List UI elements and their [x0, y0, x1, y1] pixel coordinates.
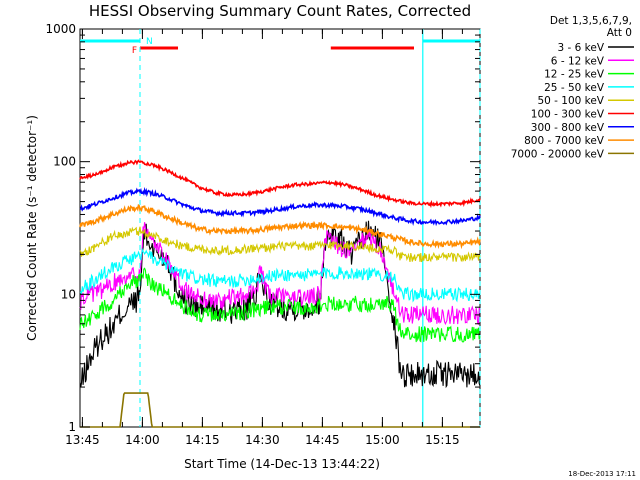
- legend-entry-label: 50 - 100 keV: [537, 95, 604, 107]
- y-axis-title: Corrected Count Rate (s⁻¹ detector⁻¹): [25, 115, 39, 341]
- x-tick-label: 14:00: [125, 433, 160, 447]
- legend-entry-label: 300 - 800 keV: [531, 122, 605, 134]
- x-tick-label: 14:45: [305, 433, 340, 447]
- y-tick-label: 1: [68, 420, 76, 434]
- legend-entry-label: 3 - 6 keV: [557, 42, 604, 54]
- legend-entry-label: 100 - 300 keV: [531, 109, 605, 121]
- series-lines: [79, 159, 481, 428]
- flag-n-label: N: [146, 37, 153, 47]
- x-tick-label: 14:15: [185, 433, 220, 447]
- legend-header: Det 1,3,5,6,7,9,: [550, 15, 632, 27]
- x-axis-title: Start Time (14-Dec-13 13:44:22): [184, 457, 380, 471]
- flag-f-label: F: [132, 46, 137, 56]
- series-line: [80, 392, 480, 428]
- series-line: [79, 186, 481, 227]
- x-tick-label: 13:45: [65, 433, 100, 447]
- y-tick-label: 1000: [45, 22, 76, 36]
- series-line: [79, 226, 481, 263]
- y-tick-label: 100: [53, 155, 76, 169]
- x-tick-label: 15:15: [425, 433, 460, 447]
- legend-entry-label: 7000 - 20000 keV: [511, 148, 605, 160]
- legend-entry-label: 6 - 12 keV: [551, 55, 605, 67]
- legend-header: Att 0: [607, 27, 632, 39]
- series-line: [79, 203, 481, 250]
- x-axis-ticks: 13:45 14:00 14:15 14:30 14:45 15:00 15:15: [65, 29, 463, 447]
- y-axis-ticks: 1 10 100 1000: [45, 22, 480, 434]
- x-tick-label: 14:30: [245, 433, 280, 447]
- series-line: [79, 247, 481, 303]
- legend-entry-label: 800 - 7000 keV: [524, 135, 605, 147]
- series-line: [79, 159, 481, 209]
- legend-entry-label: 12 - 25 keV: [544, 69, 605, 81]
- chart-title: HESSI Observing Summary Count Rates, Cor…: [89, 2, 471, 20]
- plot-timestamp: 18-Dec-2013 17:11: [568, 470, 636, 478]
- series-line: [79, 267, 481, 343]
- legend-entry-label: 25 - 50 keV: [544, 82, 605, 94]
- x-tick-label: 15:00: [365, 433, 400, 447]
- y-tick-label: 10: [61, 287, 76, 301]
